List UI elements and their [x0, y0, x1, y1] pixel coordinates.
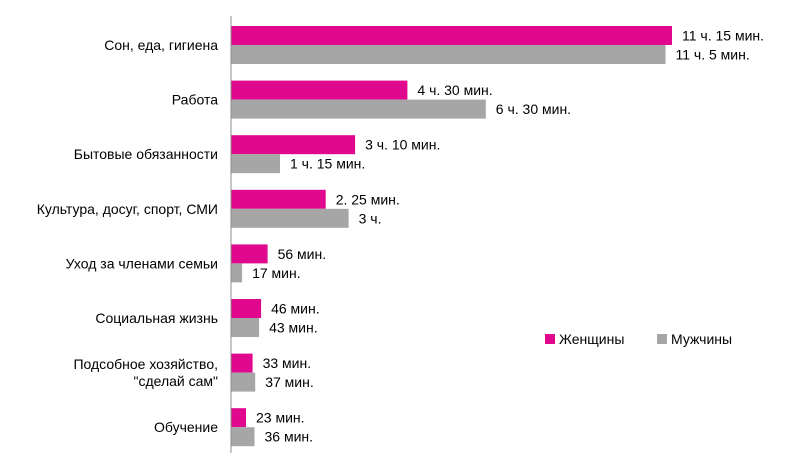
data-label-men: 36 мин. [265, 429, 314, 445]
bars-group [231, 26, 672, 447]
legend-swatch-men [657, 334, 667, 344]
data-label-women: 33 мин. [263, 355, 312, 371]
category-label: Культура, досуг, спорт, СМИ [37, 201, 218, 217]
data-label-men: 6 ч. 30 мин. [496, 101, 571, 117]
bar-men [231, 208, 349, 228]
bar-men [231, 263, 243, 283]
category-label: Сон, еда, гигиена [104, 37, 218, 53]
bar-women [231, 299, 262, 318]
data-label-men: 11 ч. 5 мин. [676, 47, 750, 63]
category-label-line: "сделай сам" [133, 373, 218, 389]
category-label: Подсобное хозяйство, "сделай сам" [73, 356, 218, 389]
legend: Женщины Мужчины [545, 331, 732, 347]
data-label-women: 56 мин. [278, 246, 327, 262]
bar-men [231, 372, 256, 392]
data-label-women: 2. 25 мин. [336, 191, 400, 207]
data-label-men: 3 ч. [359, 210, 382, 226]
data-label-men: 37 мин. [265, 374, 314, 390]
data-label-women: 11 ч. 15 мин. [682, 28, 764, 44]
category-label: Работа [172, 92, 218, 108]
legend-label-women: Женщины [559, 331, 624, 347]
bar-women [231, 80, 408, 100]
category-label: Обучение [154, 419, 218, 435]
category-label-line: Обучение [154, 419, 218, 435]
bar-women [231, 408, 246, 428]
legend-swatch-women [545, 334, 555, 344]
category-label: Уход за членами семьи [66, 255, 218, 271]
bar-men [231, 318, 260, 337]
category-label-line: Подсобное хозяйство, [73, 356, 218, 372]
data-label-women: 4 ч. 30 мин. [417, 82, 492, 98]
bar-women [231, 353, 253, 373]
data-label-women: 23 мин. [256, 410, 305, 426]
bar-men [231, 427, 255, 447]
category-label-line: Работа [172, 92, 218, 108]
category-label-line: Социальная жизнь [95, 310, 218, 326]
bar-women [231, 244, 268, 264]
category-label-line: Сон, еда, гигиена [104, 37, 218, 53]
data-label-women: 3 ч. 10 мин. [365, 137, 440, 153]
data-label-women: 46 мин. [271, 301, 320, 317]
category-label-line: Уход за членами семьи [66, 255, 218, 271]
data-label-men: 17 мин. [252, 265, 301, 281]
category-label-line: Бытовые обязанности [74, 146, 218, 162]
bar-women [231, 189, 326, 209]
bar-men [231, 99, 486, 119]
labels-group: Сон, еда, гигиена 11 ч. 15 мин. 11 ч. 5 ми… [37, 28, 764, 445]
bar-men [231, 154, 280, 174]
category-label: Социальная жизнь [95, 310, 218, 326]
legend-label-men: Мужчины [671, 331, 732, 347]
bar-men [231, 45, 666, 64]
category-label-line: Культура, досуг, спорт, СМИ [37, 201, 218, 217]
bar-women [231, 26, 672, 45]
bar-women [231, 135, 356, 155]
data-label-men: 1 ч. 15 мин. [290, 156, 365, 172]
category-label: Бытовые обязанности [74, 146, 218, 162]
data-label-men: 43 мин. [269, 320, 318, 336]
